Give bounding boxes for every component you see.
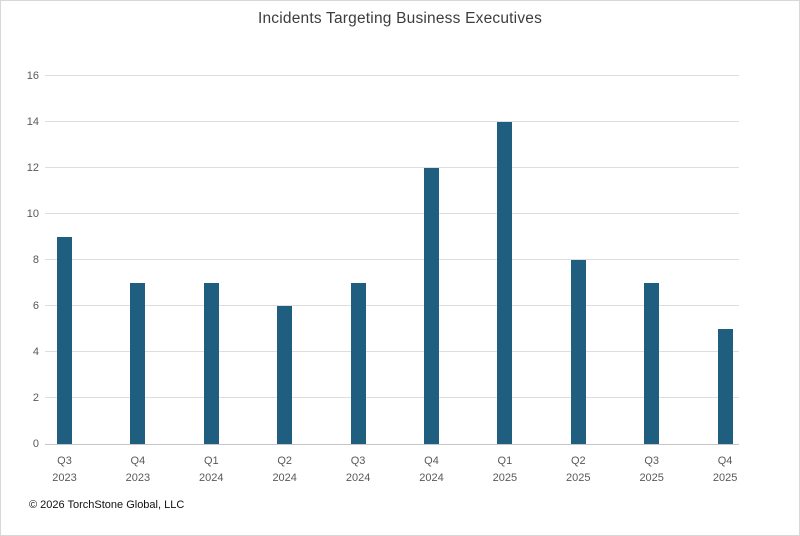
x-axis-label-line: Q1 — [497, 455, 513, 467]
gridline — [45, 305, 739, 306]
x-axis-label-line: 2024 — [272, 472, 297, 484]
x-axis-label-line: Q4 — [717, 455, 733, 467]
x-axis-label-line: 2023 — [52, 472, 77, 484]
bar-q4-2023 — [130, 283, 146, 444]
x-axis-label-line: Q4 — [130, 455, 146, 467]
x-axis-label-line: 2023 — [125, 472, 151, 484]
x-axis-label-line: Q3 — [350, 455, 366, 467]
gridline — [45, 259, 739, 260]
plot-area — [45, 75, 739, 445]
x-axis-category-label: Q2 2025 — [546, 453, 610, 487]
x-axis-label-line: 2024 — [345, 472, 371, 484]
x-axis-category-label: Q3 2024 — [326, 453, 390, 487]
bar-q1-2024 — [203, 283, 219, 444]
y-axis-tick-label: 10 — [26, 208, 39, 220]
bar-q4-2024 — [424, 168, 439, 444]
y-axis-tick-label: 14 — [26, 116, 39, 128]
copyright-text: © 2026 TorchStone Global, LLC — [29, 499, 185, 511]
x-axis-label-line: 2024 — [419, 472, 444, 484]
x-axis-category-label: Q1 2025 — [473, 453, 537, 487]
y-axis-tick-label: 12 — [26, 162, 39, 174]
y-axis-tick-label: 0 — [32, 438, 39, 450]
gridline — [45, 397, 739, 398]
x-axis-label-line: 2025 — [566, 472, 591, 484]
x-axis-category-label: Q3 2025 — [620, 453, 684, 487]
x-axis-label-line: 2025 — [639, 472, 664, 484]
x-axis-category-label: Q1 2024 — [179, 453, 243, 487]
x-axis-label-line: Q2 — [277, 455, 293, 467]
bar-q3-2024 — [350, 283, 366, 444]
x-axis-category-label: Q4 2023 — [106, 453, 170, 487]
x-axis-category-label: Q2 2024 — [253, 453, 317, 487]
x-axis-label-line: 2024 — [199, 472, 224, 484]
x-axis-label-line: Q1 — [203, 455, 219, 467]
gridline — [45, 75, 739, 76]
y-axis-tick-label: 16 — [26, 70, 39, 82]
bar-q4-2025 — [717, 329, 733, 444]
bar-q2-2025 — [570, 260, 586, 444]
y-axis-tick-label: 2 — [32, 392, 39, 404]
x-axis-line — [45, 444, 739, 445]
gridline — [45, 351, 739, 352]
y-axis-tick-label: 8 — [32, 254, 39, 266]
gridline — [45, 121, 739, 122]
x-axis-category-label: Q3 2023 — [33, 453, 97, 487]
x-axis-label-line: 2025 — [492, 472, 518, 484]
y-axis-tick-label: 4 — [32, 346, 39, 358]
x-axis-category-label: Q4 2025 — [693, 453, 757, 487]
bar-q1-2025 — [497, 122, 513, 444]
x-axis-label-line: Q3 — [57, 455, 72, 467]
x-axis-label-line: 2025 — [712, 472, 738, 484]
x-axis-category-label: Q4 2024 — [400, 453, 464, 487]
bar-q3-2025 — [644, 283, 660, 444]
gridline — [45, 213, 739, 214]
x-axis-label-line: Q3 — [644, 455, 660, 467]
bar-q3-2023 — [57, 237, 72, 444]
gridline — [45, 167, 739, 168]
x-axis-label-line: Q4 — [424, 455, 439, 467]
y-axis-tick-label: 6 — [32, 300, 39, 312]
bar-q2-2024 — [277, 306, 293, 444]
chart-title: Incidents Targeting Business Executives — [257, 10, 543, 27]
x-axis-label-line: Q2 — [570, 455, 586, 467]
